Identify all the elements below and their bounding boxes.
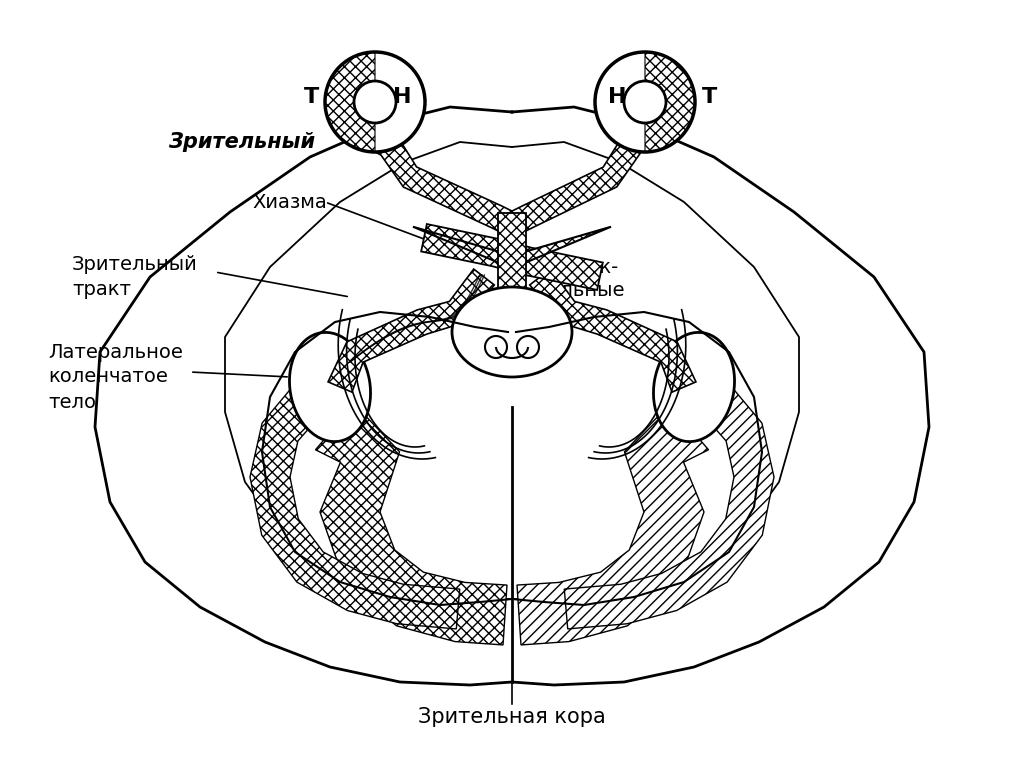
Text: Зрительный
тракт: Зрительный тракт [72,255,198,299]
Text: Н: Н [608,87,627,107]
Text: Н: Н [393,87,412,107]
Circle shape [325,52,425,152]
Polygon shape [380,140,512,232]
Circle shape [624,81,666,123]
Polygon shape [529,269,696,392]
Text: Хиазма: Хиазма [252,193,327,212]
Circle shape [485,336,507,358]
Text: Зрительная кора: Зрительная кора [418,707,606,727]
Text: T: T [701,87,717,107]
Polygon shape [421,224,603,290]
Polygon shape [250,384,460,629]
Polygon shape [325,52,375,152]
Text: Латеральное
коленчатое
тело: Латеральное коленчатое тело [48,343,183,412]
Polygon shape [328,269,495,392]
Ellipse shape [290,332,371,442]
Polygon shape [498,213,526,301]
Polygon shape [645,52,695,152]
Text: Зрительный: Зрительный [168,132,315,152]
Circle shape [517,336,539,358]
Polygon shape [315,404,507,645]
Circle shape [595,52,695,152]
Text: Претек-
тальные
ядра: Претек- тальные ядра [537,258,625,324]
Ellipse shape [452,287,572,377]
Text: нерв: нерв [346,132,404,152]
Circle shape [354,81,396,123]
Text: T: T [303,87,318,107]
Polygon shape [413,224,611,290]
Polygon shape [512,140,640,232]
Ellipse shape [653,332,734,442]
Polygon shape [564,384,774,629]
Polygon shape [517,404,709,645]
